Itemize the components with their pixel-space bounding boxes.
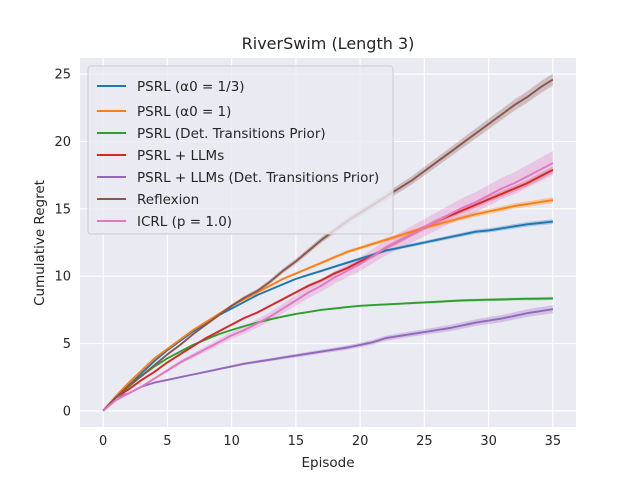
x-tick-label: 15 [288, 434, 305, 449]
legend-entry-2: PSRL (Det. Transitions Prior) [137, 126, 326, 142]
series-lines [102, 78, 554, 412]
legend-entry-3: PSRL + LLMs [137, 148, 224, 164]
y-tick-label: 20 [54, 135, 71, 150]
x-tick-label: 35 [545, 434, 562, 449]
y-axis-label: Cumulative Regret [32, 180, 48, 306]
y-tick-label: 15 [54, 202, 71, 217]
x-axis-label: Episode [301, 455, 354, 471]
confidence-band-4 [103, 305, 553, 411]
series-line-1 [102, 199, 554, 412]
y-tick-label: 10 [54, 270, 71, 285]
y-tick-label: 5 [63, 337, 71, 352]
series-line-3 [102, 168, 554, 412]
legend-entry-5: Reflexion [137, 192, 199, 208]
series-line-5 [102, 78, 554, 412]
series-line-6 [102, 162, 554, 412]
x-tick-label: 5 [163, 434, 171, 449]
confidence-band-5 [103, 73, 553, 411]
legend-box [87, 65, 394, 235]
legend-entry-6: ICRL (p = 1.0) [137, 214, 232, 230]
y-tick-labels: 0 5 10 15 20 25 [54, 68, 71, 420]
legend-entry-1: PSRL (α0 = 1) [137, 104, 231, 120]
x-tick-label: 10 [223, 434, 240, 449]
series-line-0 [102, 220, 554, 412]
legend-entry-4: PSRL + LLMs (Det. Transitions Prior) [137, 170, 379, 186]
x-tick-label: 30 [480, 434, 497, 449]
y-tick-label: 0 [63, 404, 71, 419]
x-tick-label: 25 [416, 434, 433, 449]
chart-title: RiverSwim (Length 3) [242, 34, 415, 53]
x-tick-label: 20 [352, 434, 369, 449]
series-line-2 [102, 297, 553, 412]
legend: PSRL (α0 = 1/3) PSRL (α0 = 1) PSRL (Det. T… [87, 65, 394, 235]
x-tick-label: 0 [99, 434, 107, 449]
series-line-4 [102, 308, 554, 412]
y-tick-label: 25 [54, 68, 71, 83]
x-tick-labels: 0 5 10 15 20 25 30 35 [99, 434, 561, 449]
legend-entry-0: PSRL (α0 = 1/3) [137, 79, 245, 95]
